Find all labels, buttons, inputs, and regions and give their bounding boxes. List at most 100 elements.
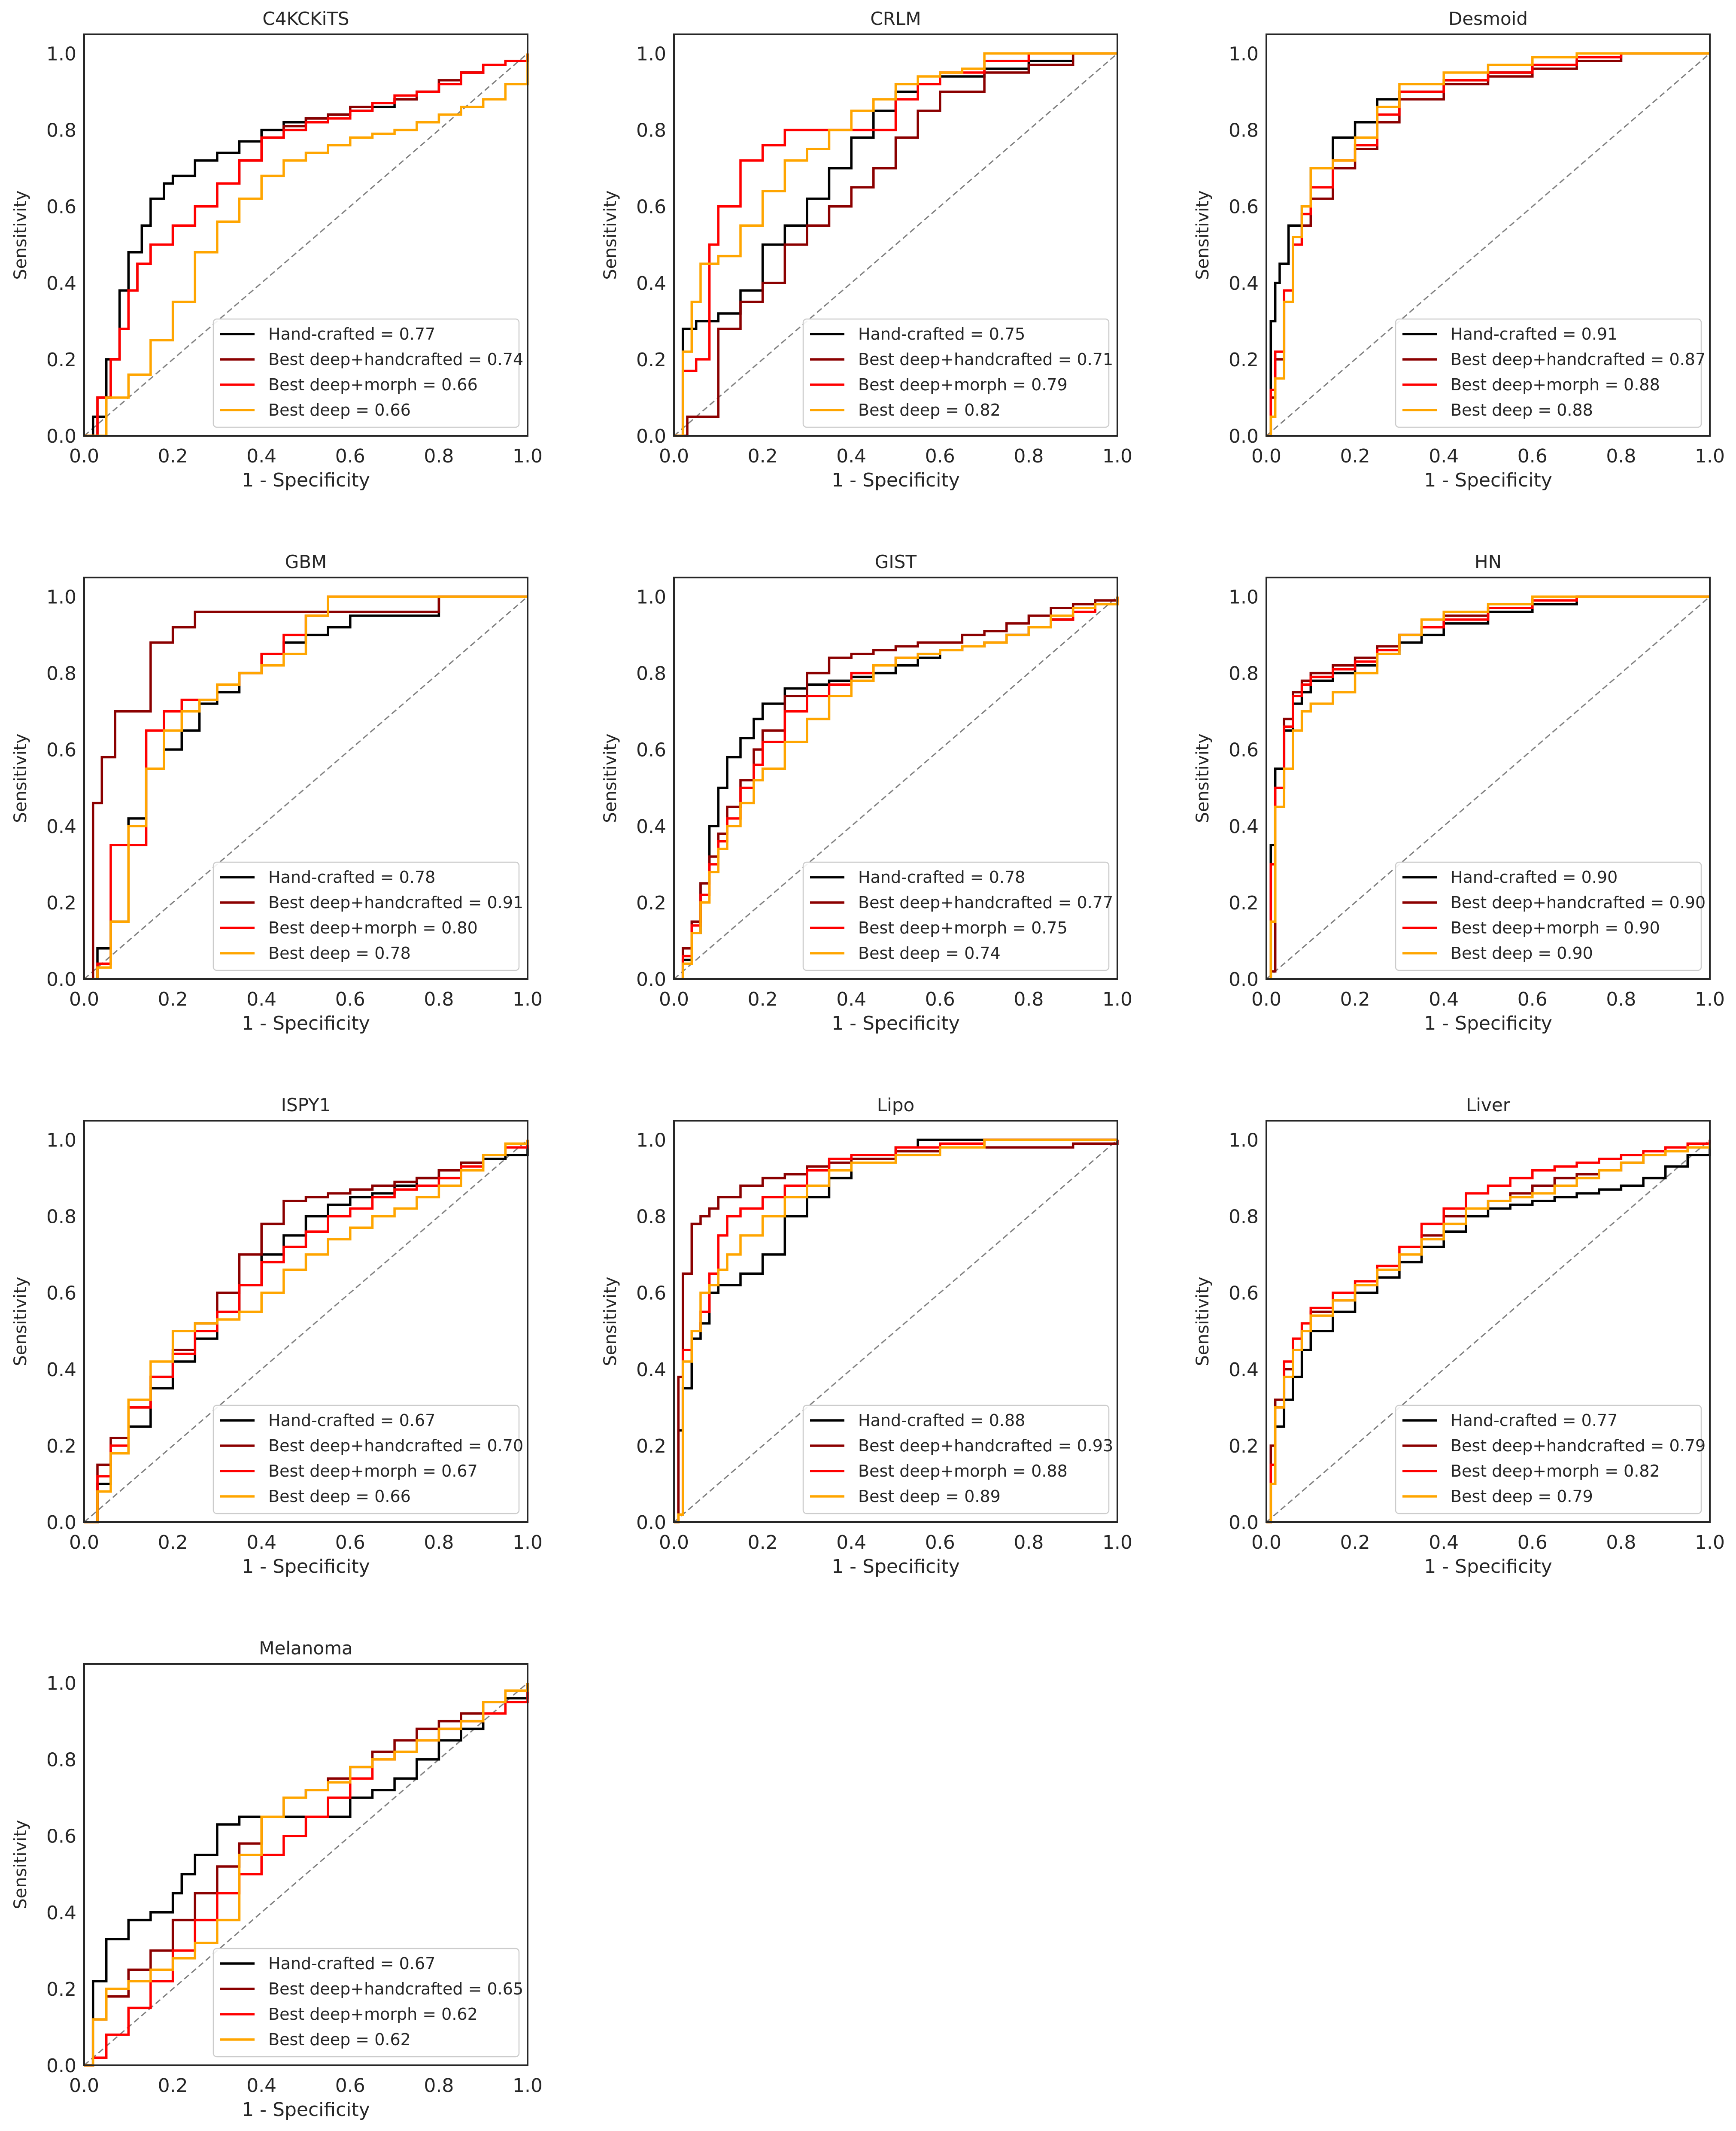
roc-curve-best-deep (84, 53, 529, 437)
x-tick-label: 0.0 (659, 445, 689, 467)
x-tick-label: 0.8 (424, 1532, 454, 1553)
legend-entry: Hand-crafted = 0.78 (858, 868, 1025, 887)
x-tick-label: 0.6 (335, 445, 365, 467)
y-tick-label: 0.8 (46, 663, 76, 685)
legend-entry: Best deep+handcrafted = 0.71 (858, 350, 1113, 369)
x-tick-label: 0.2 (1340, 988, 1370, 1010)
legend: Hand-crafted = 0.67 Best deep+handcrafted… (212, 1948, 523, 2058)
legend-entry: Best deep = 0.79 (1451, 1487, 1593, 1506)
x-tick-label: 0.2 (158, 445, 188, 467)
roc-panel-liver: Liver 0.00.0 0.2 0.2 0.4 0.4 0.6 0.6 0.8 0.8 1.0 1.… (1193, 1094, 1725, 1578)
y-axis-label: Sensitivity (1193, 733, 1213, 823)
x-tick-label: 0.0 (69, 1532, 99, 1553)
x-tick-label: 0.6 (925, 988, 955, 1010)
y-tick-label: 0.0 (46, 426, 76, 447)
x-tick-label: 0.8 (424, 988, 454, 1010)
legend-entry: Best deep = 0.66 (268, 401, 411, 420)
legend: Hand-crafted = 0.67 Best deep+handcrafted… (212, 1404, 523, 1514)
roc-curve-best-deep (84, 595, 528, 980)
x-tick-label: 0.4 (246, 1532, 276, 1553)
roc-curve-best-deep (84, 1140, 529, 1523)
y-axis-label: Sensitivity (11, 1277, 30, 1366)
legend-entry: Best deep = 0.74 (858, 944, 1001, 963)
roc-curve-best-deep-morph (1266, 595, 1710, 980)
x-axis-label: 1 - Specificity (832, 1012, 960, 1034)
y-tick-label: 0.2 (1229, 892, 1259, 914)
legend-entry: Best deep+handcrafted = 0.79 (1451, 1436, 1706, 1455)
roc-curve-best-deep-morph (674, 52, 1117, 437)
y-tick-label: 0.2 (1229, 349, 1259, 371)
x-tick-label: 0.4 (836, 988, 866, 1010)
y-tick-label: 1.0 (46, 587, 76, 608)
legend-entry: Hand-crafted = 0.88 (858, 1411, 1025, 1430)
x-tick-label: 0.8 (1014, 988, 1044, 1010)
legend-entry: Best deep+morph = 0.82 (1451, 1462, 1660, 1480)
legend: Hand-crafted = 0.88 Best deep+handcrafted… (802, 1404, 1113, 1514)
y-tick-label: 0.8 (46, 1749, 76, 1771)
legend-entry: Best deep+morph = 0.62 (268, 2005, 478, 2024)
x-axis-label: 1 - Specificity (1424, 1556, 1552, 1578)
roc-panel-crlm: CRLM 0.00.0 0.2 0.2 0.4 0.4 0.6 0.6 0.8 0.8 1.0 1.0… (601, 8, 1132, 491)
x-tick-label: 0.0 (1251, 1532, 1281, 1553)
roc-panel-ispy1: ISPY1 0.00.0 0.2 0.2 0.4 0.4 0.6 0.6 0.8 0.8 1.0 1.… (11, 1094, 543, 1578)
y-tick-label: 0.2 (636, 892, 666, 914)
legend-entry: Best deep+morph = 0.88 (1451, 375, 1660, 394)
legend-entry: Best deep = 0.78 (268, 944, 411, 963)
legend: Hand-crafted = 0.78 Best deep+handcrafted… (802, 861, 1113, 971)
legend: Hand-crafted = 0.78 Best deep+handcrafted… (212, 861, 523, 971)
y-axis-label: Sensitivity (11, 190, 30, 280)
y-tick-label: 0.0 (1229, 1512, 1259, 1534)
chance-diagonal (674, 1139, 1118, 1523)
legend-box (212, 1948, 520, 2058)
x-tick-label: 0.4 (1429, 445, 1459, 467)
legend-entry: Hand-crafted = 0.67 (268, 1411, 435, 1430)
y-tick-label: 0.6 (46, 196, 76, 218)
legend-entry: Best deep+morph = 0.79 (858, 375, 1068, 394)
x-axis-label: 1 - Specificity (1424, 469, 1552, 491)
x-tick-label: 0.4 (246, 988, 276, 1010)
y-tick-label: 0.8 (1229, 663, 1259, 685)
chart-title: GIST (875, 551, 917, 572)
y-tick-label: 0.2 (46, 1979, 76, 2000)
legend-entry: Best deep+handcrafted = 0.91 (268, 893, 523, 912)
chance-diagonal (1266, 596, 1710, 980)
roc-curve-best-deep (1266, 1143, 1711, 1523)
chart-title: C4KCKiTS (262, 8, 349, 29)
x-axis-label: 1 - Specificity (1424, 1012, 1552, 1034)
chance-diagonal (1266, 1139, 1710, 1523)
roc-panel-gbm: GBM 0.00.0 0.2 0.2 0.4 0.4 0.6 0.6 0.8 0.8 1.0 1.0 1… (11, 551, 543, 1034)
y-tick-label: 0.8 (636, 1206, 666, 1228)
roc-curve-best-deep (674, 596, 1119, 980)
x-tick-label: 1.0 (513, 2075, 543, 2097)
plot-frame (673, 33, 1118, 437)
legend-entry: Best deep+handcrafted = 0.93 (858, 1436, 1113, 1455)
x-tick-label: 0.0 (1251, 445, 1281, 467)
y-tick-label: 0.4 (636, 816, 666, 838)
y-tick-label: 0.8 (46, 120, 76, 142)
y-tick-label: 0.4 (636, 273, 666, 295)
y-tick-label: 0.6 (1229, 196, 1259, 218)
x-tick-label: 0.2 (1340, 445, 1370, 467)
x-axis-label: 1 - Specificity (242, 1556, 370, 1578)
x-tick-label: 0.4 (246, 2075, 276, 2097)
y-tick-label: 0.6 (1229, 1283, 1259, 1304)
y-tick-label: 1.0 (636, 43, 666, 65)
legend-entry: Hand-crafted = 0.78 (268, 868, 435, 887)
y-tick-label: 0.4 (46, 1902, 76, 1924)
legend-entry: Hand-crafted = 0.67 (268, 1954, 435, 1973)
chance-diagonal (84, 1139, 528, 1523)
x-tick-label: 0.0 (69, 988, 99, 1010)
y-tick-label: 0.6 (46, 739, 76, 761)
legend-entry: Best deep+handcrafted = 0.70 (268, 1436, 523, 1455)
legend-entry: Best deep+handcrafted = 0.87 (1451, 350, 1706, 369)
x-tick-label: 1.0 (513, 1532, 543, 1553)
y-tick-label: 0.6 (1229, 739, 1259, 761)
roc-panel-melanoma: Melanoma 0.00.0 0.2 0.2 0.4 0.4 0.6 0.6 0.8 0.8 1.… (11, 1638, 543, 2121)
y-tick-label: 0.4 (1229, 816, 1259, 838)
legend-entry: Hand-crafted = 0.90 (1451, 868, 1618, 887)
x-tick-label: 1.0 (1695, 1532, 1725, 1553)
legend-entry: Best deep+morph = 0.80 (268, 918, 478, 937)
y-tick-label: 0.6 (636, 1283, 666, 1304)
legend-box (1395, 318, 1702, 428)
